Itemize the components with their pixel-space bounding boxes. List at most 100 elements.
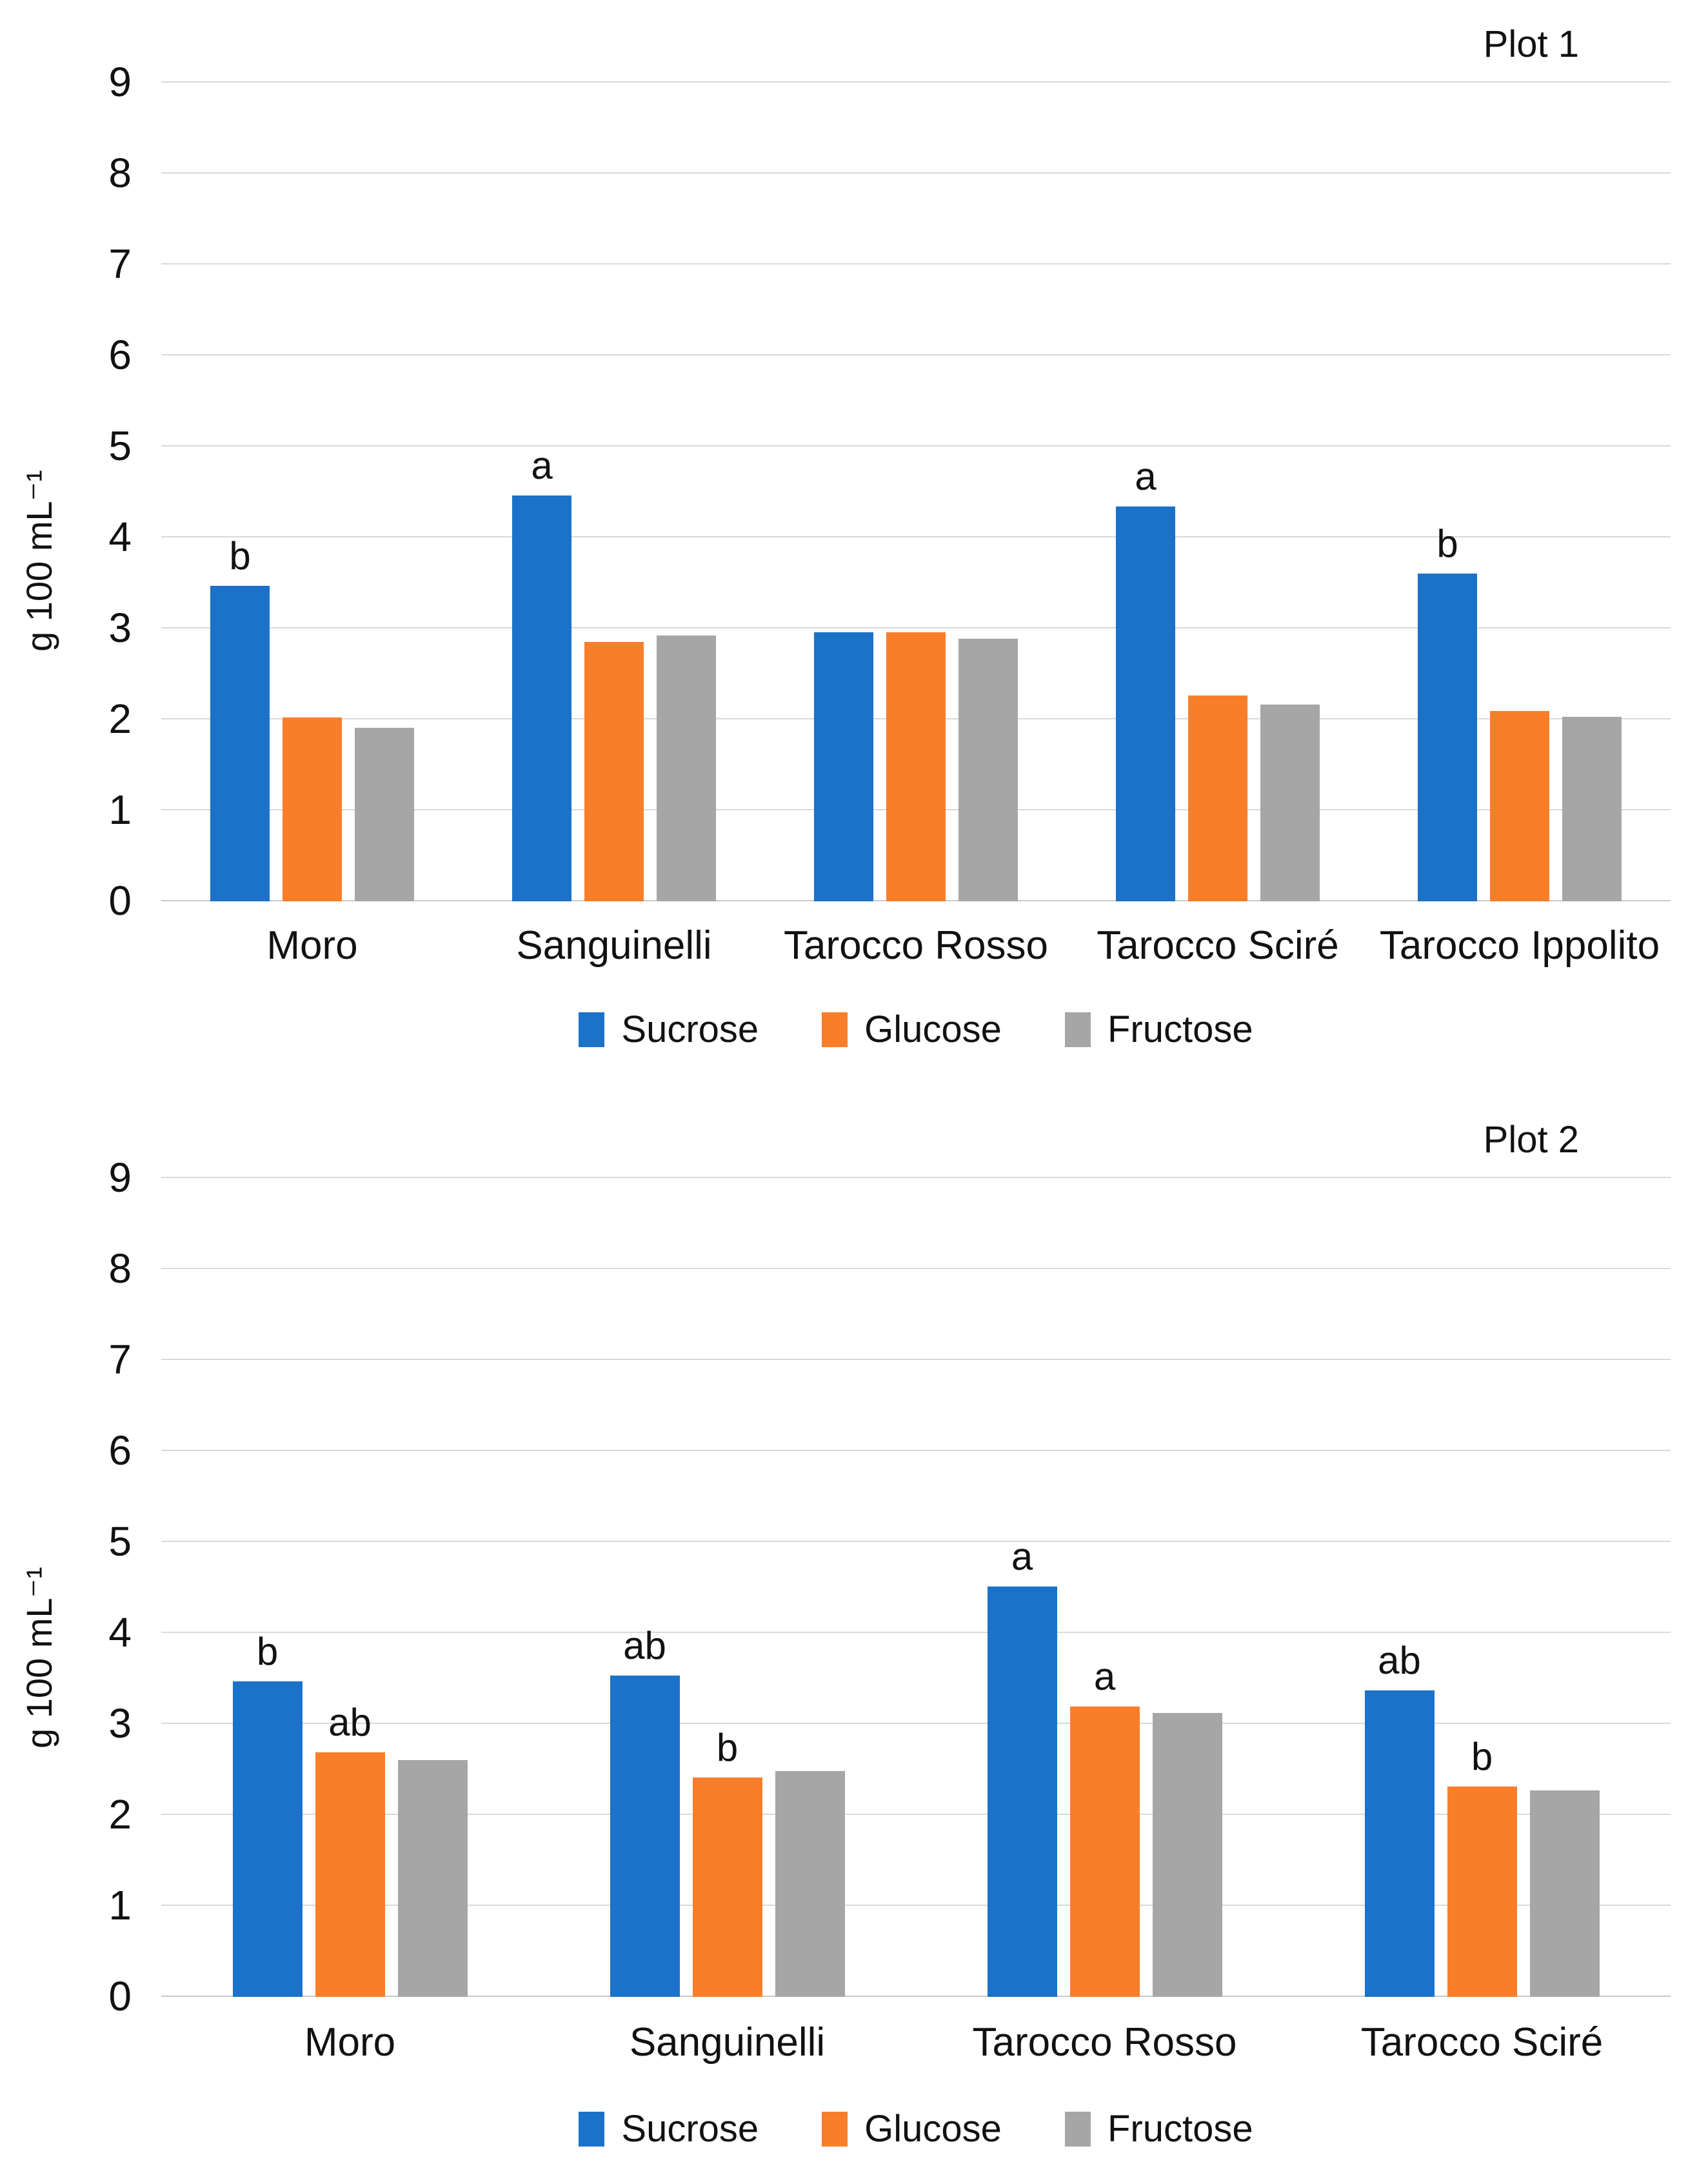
y-tick-label-7: 7: [108, 1336, 132, 1383]
bar-moro-glucose: ab: [315, 1703, 385, 1997]
bar-group-sanguinelli: a: [512, 446, 716, 901]
bar-group-tarocco-scire: ab b: [1364, 1641, 1600, 1997]
category-label-tarocco-ippolito: Tarocco Ippolito: [1379, 923, 1660, 968]
legend-swatch-glucose-icon: [822, 1012, 848, 1047]
chart-title: Plot 1: [1483, 23, 1579, 65]
y-axis-title: g 100 mL⁻¹: [19, 470, 59, 652]
y-tick-label-3: 3: [108, 1700, 132, 1747]
chart-plot-1: Plot 1 g 100 mL⁻¹ 0 1 2 3 4 5 6 7 8 9 b a a b Moro San…: [0, 0, 1708, 1079]
significance-letter-tarocco-scire-glucose: b: [1471, 1735, 1493, 1779]
y-tick-label-8: 8: [108, 150, 132, 196]
gridline-1: [161, 1905, 1671, 1906]
legend-swatch-sucrose-icon: [579, 2111, 605, 2147]
gridline-3: [161, 1723, 1671, 1724]
bar-group-sanguinelli: ab b: [610, 1627, 845, 1997]
gridline-3: [161, 627, 1671, 628]
significance-letter-moro-sucrose: b: [229, 534, 251, 577]
x-axis-labels: Moro Sanguinelli Tarocco Rosso Tarocco Scir…: [161, 923, 1671, 968]
category-label-sanguinelli: Sanguinelli: [629, 2020, 826, 2065]
bar-tarocco-rosso-sucrose: a: [987, 1537, 1057, 1997]
significance-letter-sanguinelli-sucrose: a: [531, 444, 553, 488]
gridline-5: [161, 1541, 1671, 1542]
legend-swatch-fructose-icon: [1064, 1012, 1091, 1047]
legend-label-glucose: Glucose: [864, 1008, 1002, 1050]
gridline-4: [161, 536, 1671, 537]
gridline-7: [161, 263, 1671, 265]
legend-label-sucrose: Sucrose: [621, 1008, 759, 1050]
y-tick-label-7: 7: [108, 241, 132, 287]
bar-tarocco-ippolito-sucrose: b: [1418, 525, 1477, 901]
legend-item-sucrose: Sucrose: [579, 1008, 759, 1051]
y-tick-label-9: 9: [108, 59, 132, 105]
bar-sanguinelli-sucrose: a: [512, 446, 571, 901]
legend-item-fructose: Fructose: [1064, 1008, 1253, 1051]
bar-tarocco-scire-fructose: [1529, 1790, 1600, 1997]
category-label-moro: Moro: [304, 2020, 396, 2065]
gridline-0: [161, 1996, 1671, 1997]
bar-sanguinelli-sucrose: ab: [610, 1627, 680, 1997]
y-tick-label-6: 6: [108, 332, 132, 378]
significance-letter-tarocco-ippolito-sucrose: b: [1436, 522, 1458, 566]
category-label-sanguinelli: Sanguinelli: [516, 923, 712, 968]
gridline-2: [161, 1814, 1671, 1815]
y-tick-label-6: 6: [108, 1427, 132, 1474]
legend-swatch-sucrose-icon: [579, 1012, 605, 1047]
bar-tarocco-scire-sucrose: a: [1116, 457, 1175, 901]
gridline-4: [161, 1632, 1671, 1633]
bar-sanguinelli-glucose: b: [692, 1728, 762, 1997]
legend-item-glucose: Glucose: [822, 2107, 1002, 2150]
bar-tarocco-ippolito-glucose: [1490, 711, 1549, 901]
bar-tarocco-rosso-fructose: [1152, 1713, 1222, 1997]
bar-sanguinelli-fructose: [775, 1771, 845, 1997]
bar-tarocco-scire-glucose: b: [1447, 1737, 1517, 1997]
legend: Sucrose Glucose Fructose: [161, 1008, 1671, 1051]
chart-title: Plot 2: [1483, 1119, 1579, 1161]
bar-moro-glucose: [283, 717, 342, 901]
bar-moro-fructose: [355, 727, 414, 901]
category-label-tarocco-rosso: Tarocco Rosso: [972, 2020, 1237, 2065]
y-tick-label-2: 2: [108, 1791, 132, 1838]
y-tick-label-5: 5: [108, 1518, 132, 1565]
category-label-tarocco-scire: Tarocco Sciré: [1097, 923, 1339, 968]
y-tick-label-8: 8: [108, 1245, 132, 1292]
bar-tarocco-rosso-fructose: [958, 638, 1018, 901]
bar-tarocco-rosso-sucrose: [814, 632, 873, 901]
bar-group-moro: b ab: [232, 1632, 468, 1997]
bar-tarocco-scire-glucose: [1188, 696, 1247, 901]
y-tick-label-4: 4: [108, 514, 132, 560]
bar-tarocco-rosso-glucose: [886, 632, 946, 901]
gridline-8: [161, 172, 1671, 174]
gridline-6: [161, 354, 1671, 355]
legend-item-sucrose: Sucrose: [579, 2107, 759, 2150]
bar-sanguinelli-glucose: [584, 642, 644, 901]
y-axis-title: g 100 mL⁻¹: [19, 1567, 59, 1748]
y-tick-label-0: 0: [108, 1973, 132, 2019]
significance-letter-sanguinelli-glucose: b: [716, 1726, 739, 1770]
plot-area: 0 1 2 3 4 5 6 7 8 9 b a a b: [108, 59, 1671, 924]
bar-tarocco-rosso-glucose: a: [1069, 1657, 1140, 1997]
category-label-moro: Moro: [266, 923, 358, 968]
y-tick-label-1: 1: [108, 786, 132, 833]
significance-letter-tarocco-rosso-glucose: a: [1093, 1655, 1116, 1699]
x-axis-labels: Moro Sanguinelli Tarocco Rosso Tarocco Scir…: [161, 2019, 1671, 2065]
y-tick-label-1: 1: [108, 1882, 132, 1928]
gridline-6: [161, 1450, 1671, 1451]
bar-sanguinelli-fructose: [657, 636, 716, 901]
bar-moro-fructose: [397, 1760, 468, 1997]
legend-item-glucose: Glucose: [822, 1008, 1002, 1051]
significance-letter-moro-glucose: ab: [328, 1700, 372, 1744]
bar-group-tarocco-scire: a: [1116, 457, 1320, 901]
gridline-5: [161, 445, 1671, 446]
bar-groups: b ab ab b a a ab b: [161, 1178, 1671, 1997]
y-tick-label-5: 5: [108, 423, 132, 469]
legend-label-fructose: Fructose: [1107, 2108, 1253, 2150]
bar-group-tarocco-ippolito: b: [1418, 525, 1622, 901]
bar-group-moro: b: [210, 536, 414, 901]
plot-area: 0 1 2 3 4 5 6 7 8 9 b ab ab b a a ab b: [108, 1154, 1671, 2019]
bar-tarocco-ippolito-fructose: [1562, 716, 1622, 901]
y-tick-label-9: 9: [108, 1154, 132, 1201]
legend-swatch-glucose-icon: [822, 2111, 848, 2147]
bar-group-tarocco-rosso: [814, 632, 1018, 901]
